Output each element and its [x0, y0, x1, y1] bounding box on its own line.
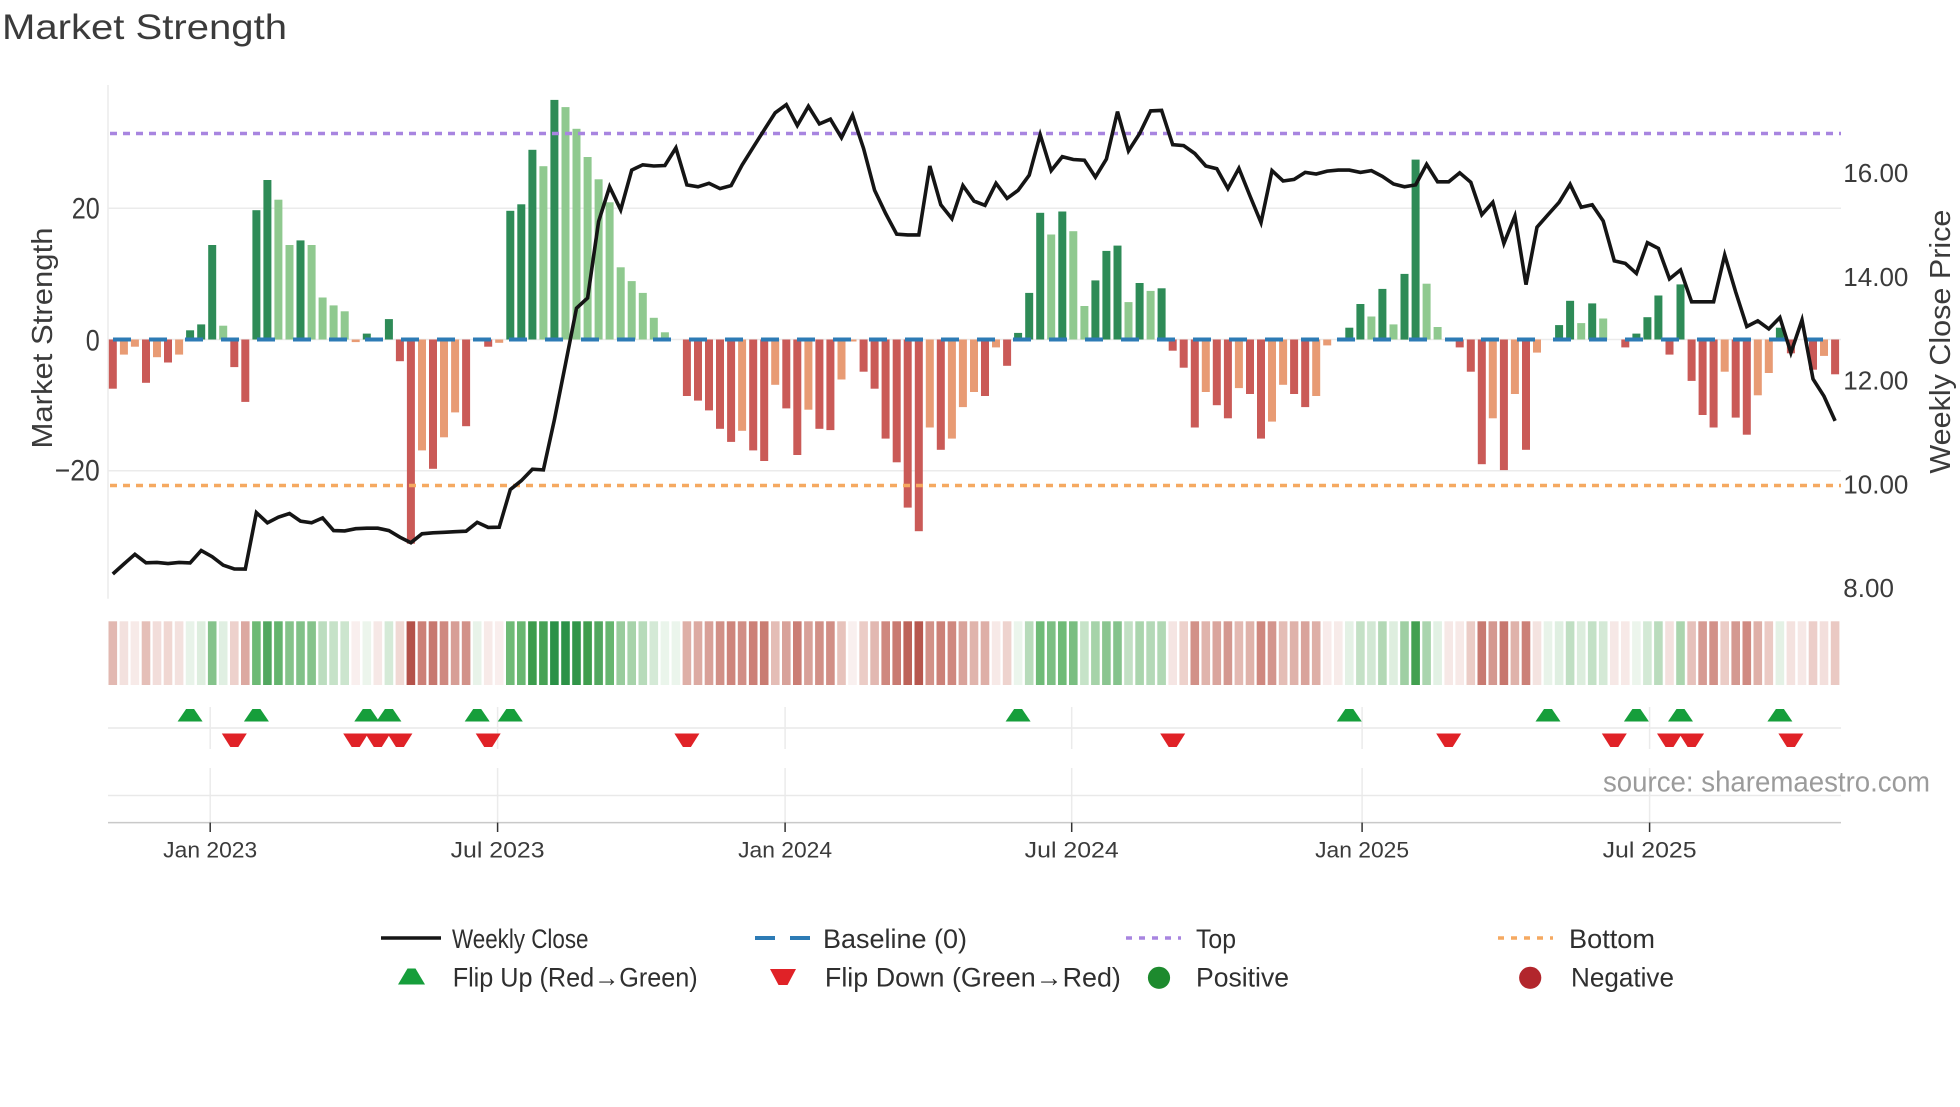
svg-text:20: 20 [72, 192, 100, 225]
svg-text:Baseline (0): Baseline (0) [823, 924, 967, 954]
svg-text:14.00: 14.00 [1843, 262, 1908, 292]
svg-text:−20: −20 [55, 454, 100, 487]
svg-text:source: sharemaestro.com: source: sharemaestro.com [1603, 767, 1930, 799]
svg-text:Flip Up (Red→Green): Flip Up (Red→Green) [453, 963, 698, 993]
svg-text:10.00: 10.00 [1843, 469, 1908, 499]
svg-text:Positive: Positive [1196, 963, 1289, 993]
svg-text:Jan 2023: Jan 2023 [163, 838, 257, 863]
svg-text:0: 0 [86, 324, 100, 357]
svg-text:Negative: Negative [1571, 963, 1674, 993]
svg-text:Bottom: Bottom [1569, 924, 1655, 954]
svg-text:16.00: 16.00 [1843, 158, 1908, 188]
svg-text:Flip Down (Green→Red): Flip Down (Green→Red) [825, 963, 1121, 993]
svg-text:Market Strength: Market Strength [27, 228, 59, 449]
svg-text:Weekly Close: Weekly Close [452, 924, 589, 954]
svg-text:Weekly Close Price: Weekly Close Price [1925, 210, 1957, 474]
svg-text:Jan 2025: Jan 2025 [1315, 838, 1409, 863]
svg-text:Jan 2024: Jan 2024 [738, 838, 832, 863]
svg-text:8.00: 8.00 [1843, 573, 1894, 603]
svg-text:Jul 2023: Jul 2023 [451, 838, 545, 863]
svg-text:Jul 2024: Jul 2024 [1025, 838, 1119, 863]
svg-text:Market Strength: Market Strength [2, 8, 287, 47]
svg-text:12.00: 12.00 [1843, 366, 1908, 396]
svg-text:Jul 2025: Jul 2025 [1603, 838, 1697, 863]
svg-text:Top: Top [1196, 924, 1236, 954]
